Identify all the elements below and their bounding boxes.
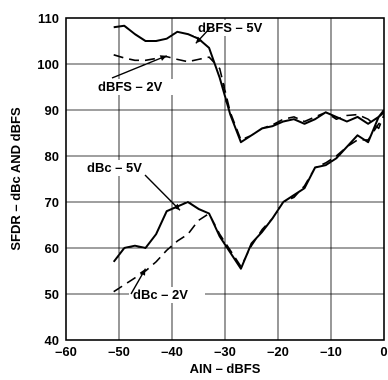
series-line-dbc-2v: [113, 118, 384, 293]
annotation-label-dbfs-2v: dBFS – 2V: [98, 79, 163, 94]
plot-frame: [65, 17, 385, 341]
annotation-pointer-dbfs-2v: [111, 55, 167, 79]
y-tick-label: 80: [45, 149, 59, 164]
annotation-label-dbc-2v: dBc – 2V: [133, 287, 188, 302]
annotation-bg-dbc-2v: [129, 287, 205, 303]
annotation-bg-dbc-5v: [85, 160, 161, 176]
y-tick-label: 100: [37, 57, 59, 72]
annotation-label-dbc-5v: dBc – 5V: [87, 160, 142, 175]
y-tick-label: 70: [45, 195, 59, 210]
grid-lines: [66, 18, 384, 340]
annotation-pointer-dbc-5v: [144, 174, 181, 211]
series-line-dbfs-2v: [113, 54, 384, 141]
series-lines: [112, 24, 384, 293]
y-tick-labels: 40 50 60 70 80 90 100 110: [37, 11, 59, 348]
y-tick-label: 110: [38, 11, 59, 26]
x-tick-label: –50: [108, 344, 130, 359]
y-tick-label: 40: [45, 333, 59, 348]
y-axis-title: SFDR – dBc AND dBFS: [8, 107, 23, 251]
annotation-label-dbfs-5v: dBFS – 5V: [198, 20, 263, 35]
x-tick-label: 0: [380, 344, 387, 359]
x-tick-label: –60: [55, 344, 77, 359]
x-tick-labels: –60 –50 –40 –30 –20 –10 0: [55, 344, 387, 359]
x-tick-label: –20: [267, 344, 289, 359]
annotation-arrowhead-dbfs-5v: [195, 36, 203, 44]
x-tick-label: –30: [214, 344, 236, 359]
annotation-bg-dbfs-2v: [96, 79, 180, 95]
annotation-arrowhead-dbc-2v: [139, 268, 146, 276]
x-axis-title: AIN – dBFS: [190, 361, 261, 376]
series-annotations: dBFS – 5V dBFS – 2V dBc – 5V dBc – 2V: [85, 20, 274, 303]
x-tick-label: –10: [320, 344, 342, 359]
annotation-arrowhead-dbfs-2v: [159, 55, 167, 61]
y-tick-label: 90: [45, 103, 59, 118]
x-tick-label: –40: [161, 344, 183, 359]
y-tick-label: 60: [45, 241, 59, 256]
annotation-arrowhead-dbc-5v: [173, 203, 180, 211]
annotation-bg-dbfs-5v: [194, 20, 274, 36]
y-tick-label: 50: [45, 287, 59, 302]
